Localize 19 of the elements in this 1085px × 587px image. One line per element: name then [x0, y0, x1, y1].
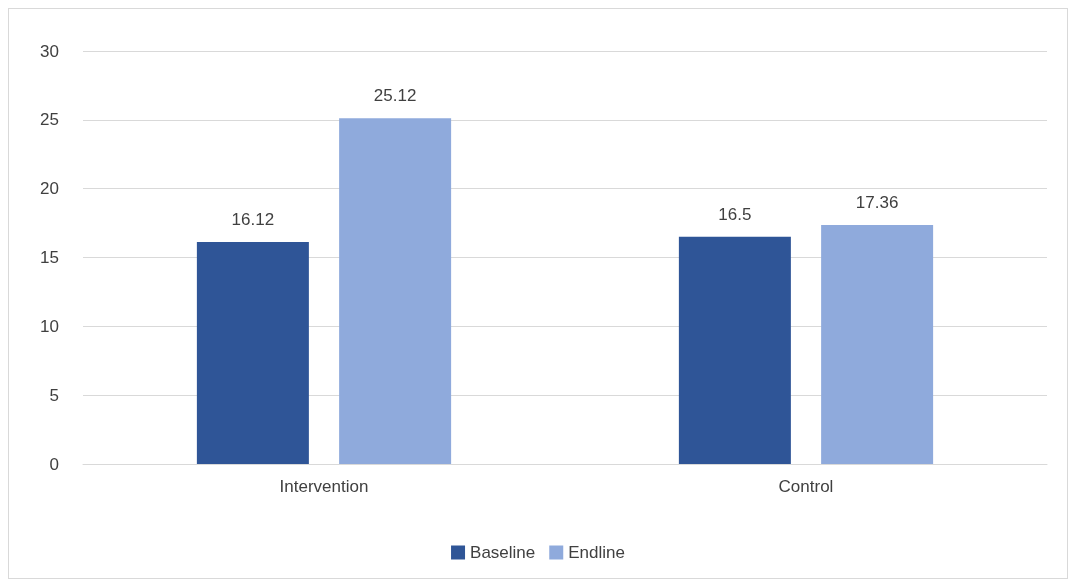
data-label: 16.12 [231, 210, 275, 230]
bar [196, 242, 309, 464]
bar [339, 118, 452, 464]
data-label: 25.12 [373, 86, 417, 106]
bar [678, 236, 791, 464]
legend-label: Baseline [470, 543, 536, 562]
x-tick-label: Intervention [279, 477, 369, 496]
y-tick-label: 10 [40, 316, 59, 336]
y-tick-label: 25 [40, 110, 59, 130]
legend-label: Endline [568, 543, 625, 562]
data-label: 17.36 [855, 193, 899, 213]
x-tick-label: Control [778, 477, 834, 496]
y-tick-label: 30 [40, 41, 59, 61]
y-tick-label: 5 [49, 385, 59, 405]
y-tick-label: 0 [49, 454, 59, 474]
y-tick-label: 15 [40, 248, 59, 267]
bar [821, 225, 934, 464]
data-label: 16.5 [718, 204, 752, 224]
y-tick-label: 20 [40, 179, 59, 199]
